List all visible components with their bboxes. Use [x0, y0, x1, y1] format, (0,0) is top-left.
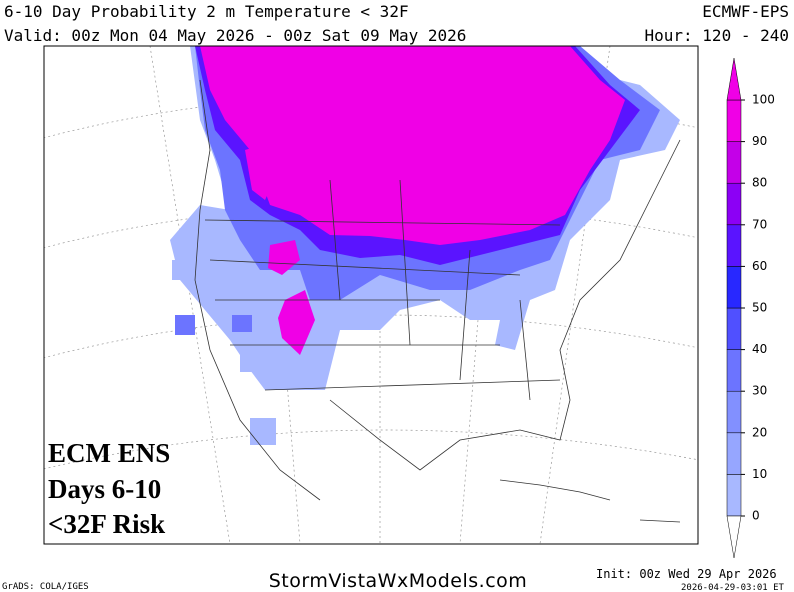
colorbar-tick-label: 50	[752, 301, 767, 315]
lat-lon-grid	[44, 46, 698, 544]
init-time: Init: 00z Wed 29 Apr 2026	[596, 567, 777, 581]
colorbar-tick-label: 80	[752, 176, 767, 190]
colorbar: 0 10 20 30 40 50 60 70 80 90 100	[726, 57, 775, 559]
colorbar-segment	[726, 141, 742, 184]
website: StormVistaWxModels.com	[269, 570, 528, 592]
colorbar-segment	[726, 432, 742, 475]
colorbar-segment	[726, 474, 742, 517]
model-name: ECMWF-EPS	[702, 2, 789, 21]
boundaries	[194, 79, 681, 523]
colorbar-segment	[726, 349, 742, 392]
colorbar-tick-label: 100	[752, 93, 775, 107]
map-label: ECM ENS Days 6-10 <32F Risk	[48, 438, 170, 539]
colorbar-over	[726, 57, 742, 101]
colorbar-tick-label: 30	[752, 384, 767, 398]
probability-area	[245, 145, 315, 355]
probability-area	[172, 260, 276, 445]
forecast-hours: Hour: 120 - 240	[645, 26, 790, 45]
colorbar-tick-label: 60	[752, 259, 767, 273]
colorbar-tick-label: 0	[752, 509, 760, 523]
credit: GrADS: COLA/IGES	[2, 582, 89, 592]
label-line: ECM ENS	[48, 438, 170, 468]
probability-area	[200, 46, 625, 245]
label-line: <32F Risk	[48, 509, 165, 539]
colorbar-segment	[726, 99, 742, 142]
valid-period: Valid: 00z Mon 04 May 2026 - 00z Sat 09 …	[4, 26, 466, 45]
colorbar-segment	[726, 390, 742, 434]
map: ECM ENS Days 6-10 <32F Risk	[43, 45, 699, 545]
colorbar-tick-label: 20	[752, 425, 767, 439]
colorbar-segment	[726, 224, 742, 267]
colorbar-tick-label: 10	[752, 467, 767, 481]
colorbar-segment	[726, 182, 742, 226]
map-frame	[43, 45, 699, 545]
colorbar-under	[726, 515, 742, 559]
colorbar-segment	[726, 307, 742, 350]
probability-area	[175, 315, 252, 335]
colorbar-tick-label: 70	[752, 217, 767, 231]
label-line: Days 6-10	[48, 474, 161, 504]
timestamp: 2026-04-29-03:01 ET	[681, 583, 785, 592]
colorbar-segment	[726, 266, 742, 309]
colorbar-tick-label: 90	[752, 134, 767, 148]
map-title: 6-10 Day Probability 2 m Temperature < 3…	[4, 2, 409, 21]
colorbar-tick-label: 40	[752, 342, 767, 356]
